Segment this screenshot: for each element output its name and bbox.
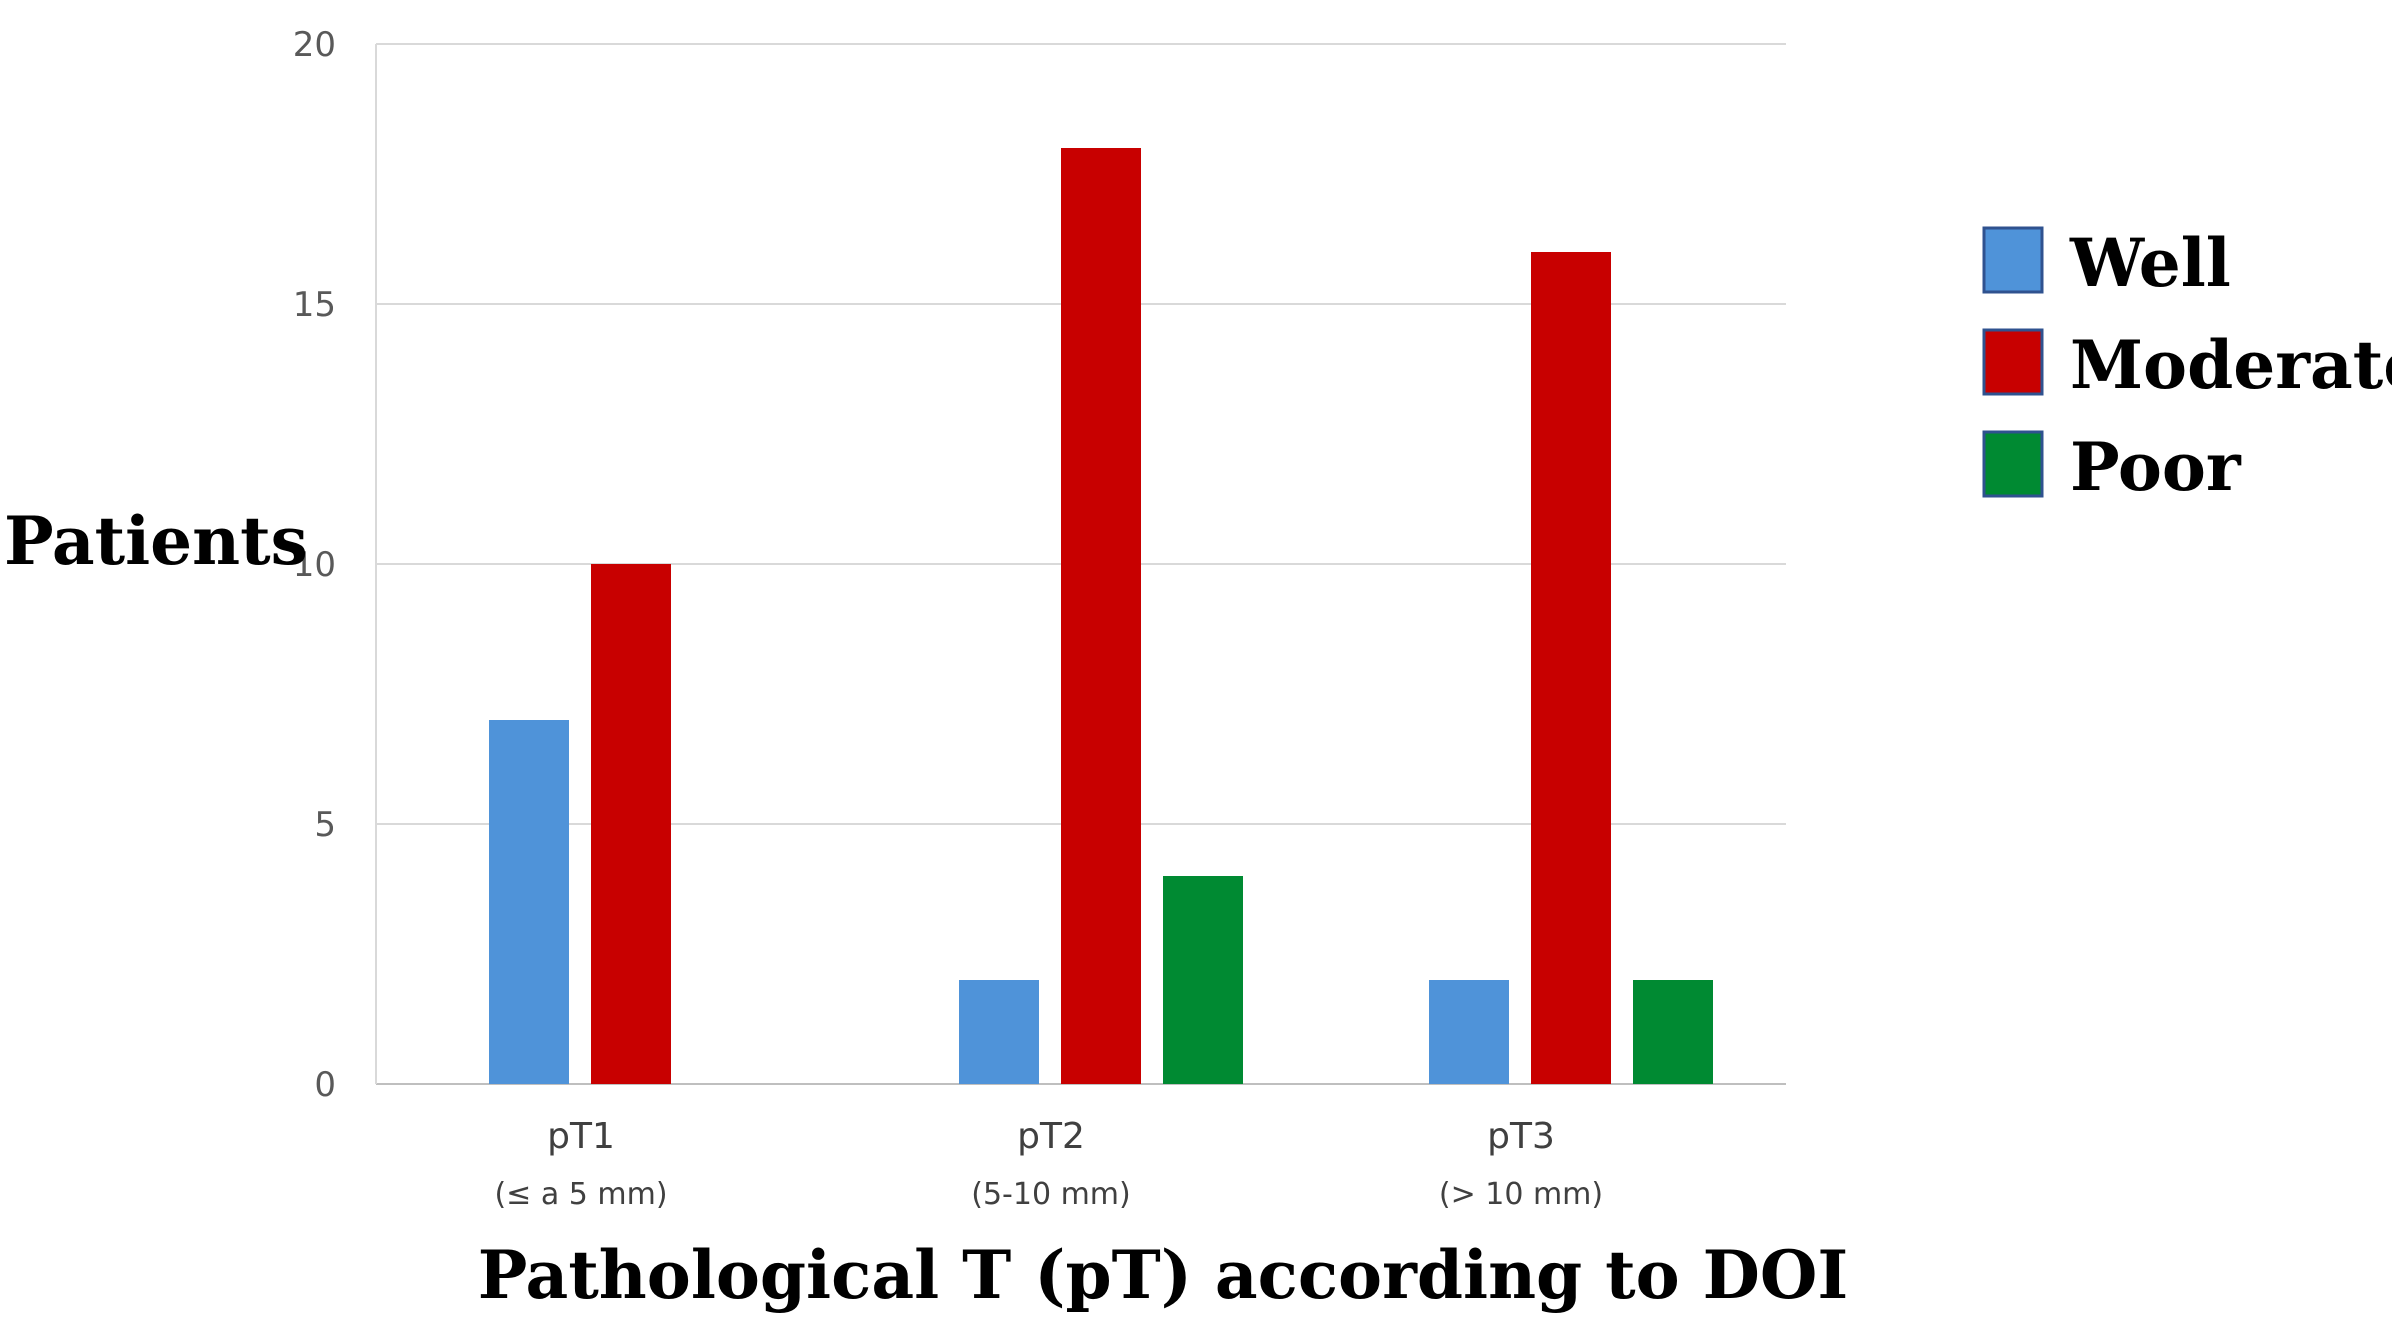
bar-well-pt3: [1429, 980, 1509, 1084]
bar-well-pt1: [489, 720, 569, 1084]
legend-swatch-well: [1982, 226, 2044, 294]
x-tick-sublabel: (≤ a 5 mm): [494, 1177, 667, 1212]
bar-poor-pt2: [1163, 876, 1243, 1084]
x-tick-sublabel: (> 10 mm): [1439, 1177, 1603, 1212]
bar-well-pt2: [959, 980, 1039, 1084]
legend-label-well: Well: [2069, 224, 2231, 302]
y-axis-ticks: 0 5 10 15 20: [293, 25, 336, 1105]
x-tick-label: pT3: [1487, 1116, 1555, 1157]
bars: [489, 148, 1713, 1084]
x-axis-labels: pT1 (≤ a 5 mm) pT2 (5-10 mm) pT3 (> 10 mm): [494, 1116, 1603, 1212]
x-tick-label: pT1: [547, 1116, 615, 1157]
bar-moderate-pt3: [1531, 252, 1611, 1084]
legend-label-poor: Poor: [2070, 428, 2242, 506]
legend-swatch-poor: [1982, 430, 2044, 498]
y-tick-label: 15: [293, 285, 336, 325]
bar-moderate-pt1: [591, 564, 671, 1084]
x-tick-sublabel: (5-10 mm): [971, 1177, 1130, 1212]
x-tick-label: pT2: [1017, 1116, 1085, 1157]
bar-poor-pt3: [1633, 980, 1713, 1084]
y-tick-label: 5: [314, 805, 336, 845]
x-axis-title: Pathological T (pT) according to DOI: [478, 1236, 1849, 1314]
legend-label-moderate: Moderate: [2070, 326, 2392, 404]
y-axis-title: Patients: [4, 502, 308, 580]
y-tick-label: 10: [293, 545, 336, 585]
legend: Well Moderate Poor: [1982, 224, 2392, 506]
y-tick-label: 0: [314, 1065, 336, 1105]
y-tick-label: 20: [293, 25, 336, 65]
bar-moderate-pt2: [1061, 148, 1141, 1084]
legend-swatch-moderate: [1982, 328, 2044, 396]
